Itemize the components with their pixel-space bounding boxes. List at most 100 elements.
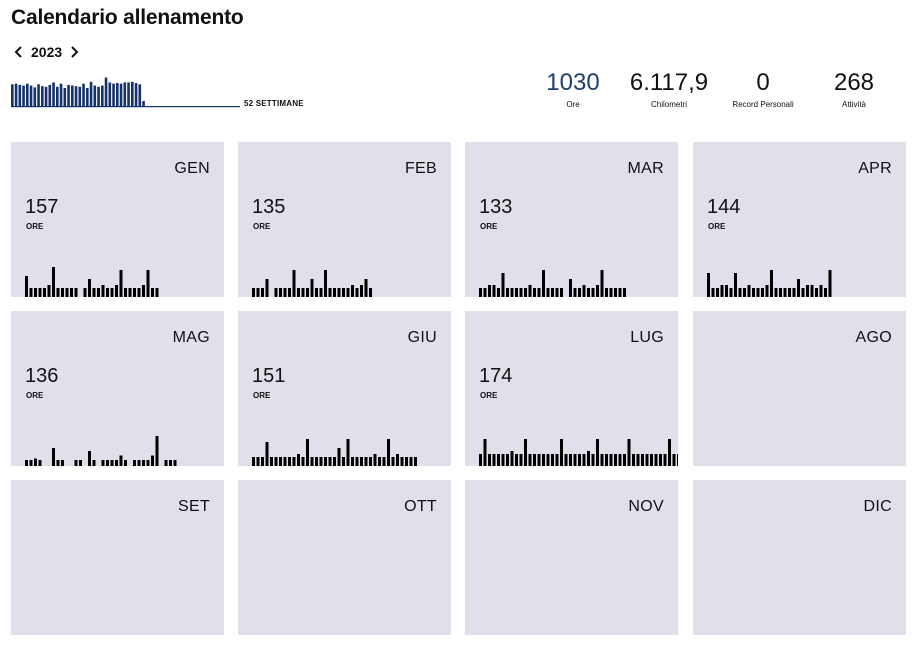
day-bar [560, 288, 563, 297]
day-bar [654, 454, 658, 466]
month-daily-chart [25, 436, 177, 466]
day-bar [29, 460, 33, 466]
month-card-gen[interactable]: GEN 157 ORE [11, 142, 224, 297]
day-bar [173, 460, 177, 466]
day-bar [765, 285, 769, 297]
day-bar [337, 448, 341, 466]
day-bar [106, 288, 109, 297]
day-bar [346, 439, 350, 466]
day-bar [119, 270, 123, 297]
day-bar [542, 454, 545, 466]
day-bar [779, 288, 782, 297]
month-daily-chart [252, 439, 417, 466]
month-card-apr[interactable]: APR 144 ORE [693, 142, 906, 297]
day-bar [524, 439, 527, 466]
day-bar [333, 288, 336, 297]
day-bar [668, 439, 671, 466]
day-bar [600, 454, 604, 466]
day-bar [483, 439, 487, 466]
day-bar [501, 273, 505, 297]
month-hours-label: ORE [253, 222, 271, 231]
day-bar [501, 454, 505, 466]
month-card-set[interactable]: SET [11, 480, 224, 635]
day-bar [497, 288, 500, 297]
day-bar [38, 460, 42, 466]
day-bar [582, 285, 586, 297]
day-bar [596, 439, 599, 466]
month-card-nov[interactable]: NOV [465, 480, 678, 635]
month-card-giu[interactable]: GIU 151 ORE [238, 311, 451, 466]
day-bar [396, 454, 399, 466]
day-bar [34, 458, 37, 466]
day-bar [137, 460, 141, 466]
day-bar [537, 454, 541, 466]
day-bar [56, 288, 60, 297]
day-bar [38, 288, 42, 297]
stat-personal-records-label: Record Personali [732, 100, 794, 109]
day-bar [256, 457, 260, 466]
month-card-ott[interactable]: OTT [238, 480, 451, 635]
day-bar [720, 285, 724, 297]
weekly-bar [59, 83, 63, 106]
day-bar [61, 288, 64, 297]
stat-personal-records-value: 0 [756, 69, 770, 96]
day-bar [342, 457, 345, 466]
day-bar [106, 460, 109, 466]
day-bar [265, 279, 269, 297]
day-bar [88, 451, 91, 466]
day-bar [542, 270, 545, 297]
day-bar [306, 439, 309, 466]
month-card-mar[interactable]: MAR 133 ORE [465, 142, 678, 297]
day-bar [623, 454, 626, 466]
day-bar [142, 285, 145, 297]
day-bar [261, 288, 264, 297]
day-bar [97, 288, 100, 297]
day-bar [319, 457, 323, 466]
day-bar [369, 457, 372, 466]
day-bar [56, 460, 60, 466]
day-bar [92, 460, 96, 466]
month-daily-chart [252, 270, 372, 297]
day-bar [351, 457, 354, 466]
day-bar [609, 454, 613, 466]
chevron-right-icon[interactable] [66, 43, 82, 61]
day-bar [146, 270, 150, 297]
month-card-mag[interactable]: MAG 136 ORE [11, 311, 224, 466]
day-bar [405, 457, 408, 466]
weekly-hours-chart[interactable] [11, 66, 240, 108]
day-bar [510, 451, 514, 466]
chevron-left-icon[interactable] [11, 43, 27, 61]
day-bar [110, 288, 114, 297]
day-bar [756, 288, 760, 297]
day-bar [788, 288, 791, 297]
day-bar [792, 288, 796, 297]
month-card-dic[interactable]: DIC [693, 480, 906, 635]
weekly-bar [63, 88, 67, 106]
weekly-bar [138, 84, 142, 106]
day-bar [716, 288, 719, 297]
day-bar [819, 285, 823, 297]
weekly-bar [48, 84, 52, 106]
day-bar [351, 285, 354, 297]
day-bar [663, 454, 667, 466]
day-bar [297, 288, 300, 297]
month-card-lug[interactable]: LUG 174 ORE [465, 311, 678, 466]
day-bar [137, 288, 141, 297]
day-bar [342, 288, 345, 297]
month-hours-label: ORE [480, 391, 498, 400]
day-bar [328, 288, 332, 297]
month-card-feb[interactable]: FEB 135 ORE [238, 142, 451, 297]
day-bar [672, 454, 676, 466]
month-hours-label: ORE [708, 222, 726, 231]
stat-activities: 268 Attività [824, 70, 884, 110]
year-navigation: 2023 [11, 42, 82, 62]
day-bar [707, 273, 710, 297]
day-bar [578, 288, 581, 297]
stat-activities-label: Attività [841, 100, 866, 109]
day-bar [34, 288, 37, 297]
weekly-bar [119, 83, 123, 106]
day-bar [297, 454, 300, 466]
month-card-ago[interactable]: AGO [693, 311, 906, 466]
month-name: DIC [863, 498, 892, 515]
weekly-bar [116, 83, 119, 106]
